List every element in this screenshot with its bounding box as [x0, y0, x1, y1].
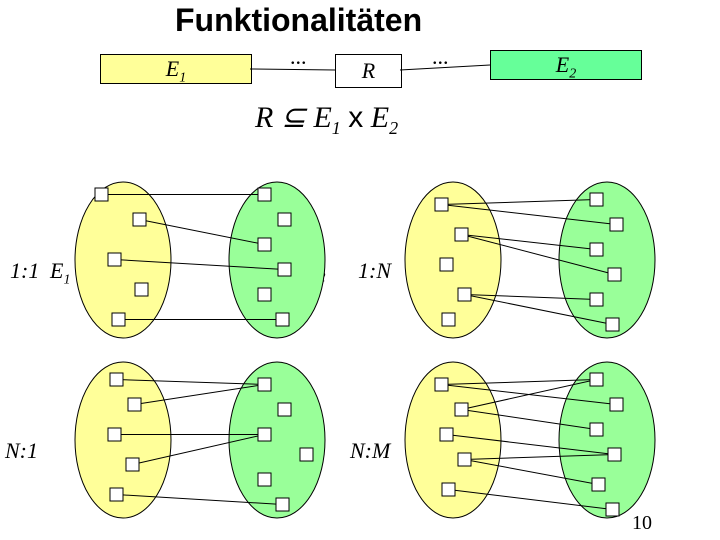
- diagram-canvas: [0, 0, 720, 540]
